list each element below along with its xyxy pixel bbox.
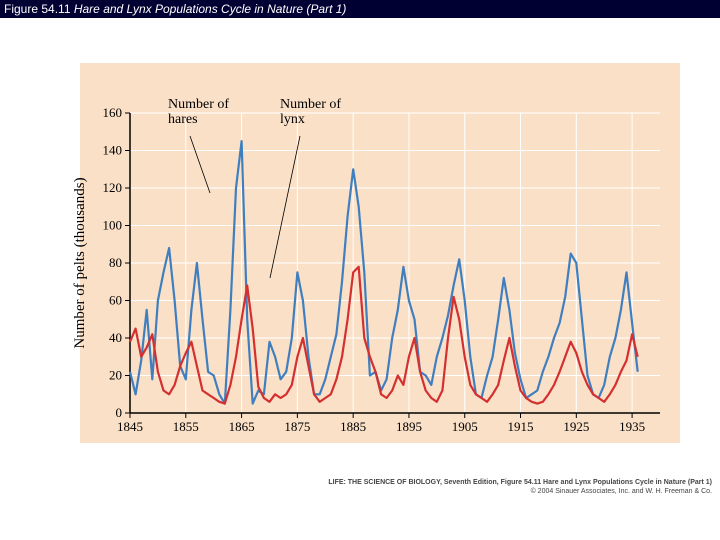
svg-text:80: 80 bbox=[109, 255, 122, 270]
credit-block: LIFE: THE SCIENCE OF BIOLOGY, Seventh Ed… bbox=[328, 479, 712, 496]
svg-text:1875: 1875 bbox=[284, 419, 310, 434]
svg-text:1855: 1855 bbox=[173, 419, 199, 434]
svg-text:1895: 1895 bbox=[396, 419, 422, 434]
svg-text:Number of: Number of bbox=[168, 97, 229, 112]
svg-text:20: 20 bbox=[109, 368, 122, 383]
figure-number: Figure 54.11 bbox=[4, 2, 71, 16]
svg-text:Number of pelts (thousands): Number of pelts (thousands) bbox=[72, 177, 88, 348]
svg-text:1915: 1915 bbox=[508, 419, 534, 434]
svg-text:60: 60 bbox=[109, 293, 122, 308]
svg-text:1885: 1885 bbox=[340, 419, 366, 434]
credit-line-2: © 2004 Sinauer Associates, Inc. and W. H… bbox=[328, 488, 712, 496]
svg-text:hares: hares bbox=[168, 112, 198, 127]
figure-title-bar: Figure 54.11 Hare and Lynx Populations C… bbox=[0, 0, 720, 18]
svg-text:1925: 1925 bbox=[563, 419, 589, 434]
svg-text:1935: 1935 bbox=[619, 419, 645, 434]
svg-text:100: 100 bbox=[103, 218, 123, 233]
chart-container: 0 20 40 60 80 100 120 140 160 1845 1855 1865 1875 188… bbox=[0, 18, 720, 498]
svg-text:1865: 1865 bbox=[229, 419, 255, 434]
credit-line-1: LIFE: THE SCIENCE OF BIOLOGY, Seventh Ed… bbox=[328, 479, 712, 487]
svg-text:1905: 1905 bbox=[452, 419, 478, 434]
svg-text:1845: 1845 bbox=[117, 419, 143, 434]
svg-text:160: 160 bbox=[103, 105, 123, 120]
figure-title: Hare and Lynx Populations Cycle in Natur… bbox=[74, 2, 347, 16]
svg-text:lynx: lynx bbox=[280, 112, 305, 127]
svg-text:140: 140 bbox=[103, 143, 123, 158]
svg-text:Number of: Number of bbox=[280, 97, 341, 112]
svg-text:0: 0 bbox=[116, 405, 123, 420]
svg-text:40: 40 bbox=[109, 330, 122, 345]
svg-text:120: 120 bbox=[103, 180, 123, 195]
line-chart: 0 20 40 60 80 100 120 140 160 1845 1855 1865 1875 188… bbox=[0, 18, 720, 478]
